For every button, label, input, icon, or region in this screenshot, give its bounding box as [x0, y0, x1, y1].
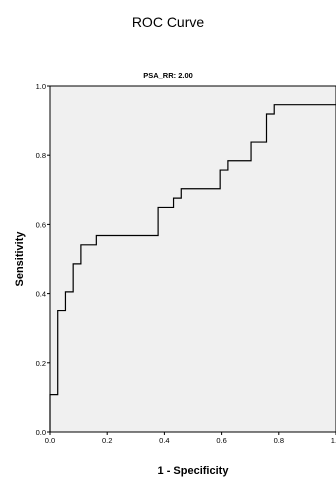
x-tick-label: 0.8	[274, 436, 284, 445]
plot-area	[49, 85, 336, 433]
y-tick-label: 0.4	[36, 290, 46, 299]
x-tick-label: 1.0	[331, 436, 336, 445]
chart-subtitle: PSA_RR: 2.00	[143, 71, 193, 80]
x-axis-ticks: 0.0 0.2 0.4 0.6 0.8 1.0	[45, 432, 336, 445]
chart-title: ROC Curve	[132, 14, 205, 30]
y-tick-label: 0.0	[36, 428, 46, 437]
x-tick-label: 0.0	[45, 436, 55, 445]
x-axis-label: 1 - Specificity	[158, 465, 230, 477]
roc-curve-line	[49, 104, 336, 432]
x-tick-label: 0.4	[159, 436, 169, 445]
y-tick-label: 0.8	[36, 151, 46, 160]
y-tick-label: 0.2	[36, 359, 46, 368]
y-axis-label: Sensitivity	[14, 231, 26, 287]
x-tick-label: 0.2	[102, 436, 112, 445]
y-tick-label: 1.0	[36, 82, 46, 91]
x-tick-label: 0.6	[216, 436, 226, 445]
y-tick-label: 0.6	[36, 220, 46, 229]
y-axis-ticks: 0.0 0.2 0.4 0.6 0.8 1.0	[36, 82, 50, 437]
